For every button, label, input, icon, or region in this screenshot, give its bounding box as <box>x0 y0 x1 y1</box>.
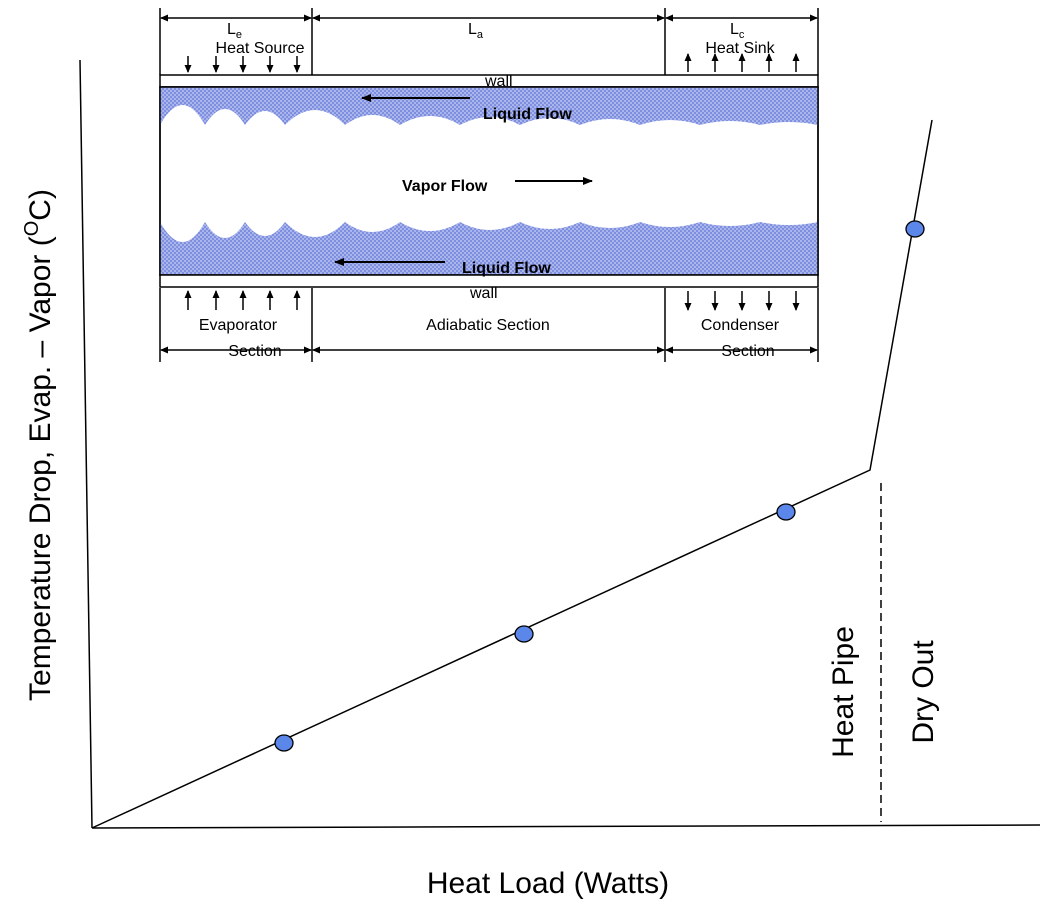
y-label-part: Temperature Drop, Evap. – Vapor ( <box>24 236 57 701</box>
x-axis-label: Heat Load (Watts) <box>427 867 669 900</box>
section-label: Condenser <box>701 317 780 334</box>
y-label-part: C) <box>24 189 57 221</box>
section-label: Section <box>228 343 281 360</box>
length-label: Le <box>227 21 242 41</box>
subscript: a <box>477 29 484 41</box>
point <box>275 735 293 751</box>
wall-label: wall <box>469 285 498 302</box>
length-label: La <box>468 21 484 41</box>
point <box>906 221 924 237</box>
point <box>515 626 533 642</box>
flow-label: Vapor Flow <box>402 178 488 195</box>
heat-sink: Heat Sink <box>705 40 775 57</box>
symbol: L <box>468 21 477 38</box>
section-label: Adiabatic Section <box>426 317 550 334</box>
section-label: Section <box>721 343 774 360</box>
flow-label: Liquid Flow <box>462 260 551 277</box>
y-axis-label: Temperature Drop, Evap. – Vapor (OC) <box>21 189 57 701</box>
length-label: Lc <box>730 21 745 41</box>
symbol: L <box>730 21 739 38</box>
x-axis <box>92 825 1040 828</box>
heat-source: Heat Source <box>216 40 305 57</box>
point <box>777 504 795 520</box>
region-label: Heat Pipe <box>827 626 860 758</box>
symbol: L <box>227 21 236 38</box>
y-label-sup: O <box>21 221 43 237</box>
diagram: Temperature Drop, Evap. – Vapor (OC) Hea… <box>0 0 1040 914</box>
flow-label: Liquid Flow <box>483 106 572 123</box>
y-axis <box>80 60 92 828</box>
section-label: Evaporator <box>199 317 278 334</box>
region-label: Dry Out <box>907 640 940 744</box>
wall-label: wall <box>484 73 513 90</box>
heat-pipe: Le La Lc Heat Source Heat Sink wall Liqu… <box>160 8 818 362</box>
